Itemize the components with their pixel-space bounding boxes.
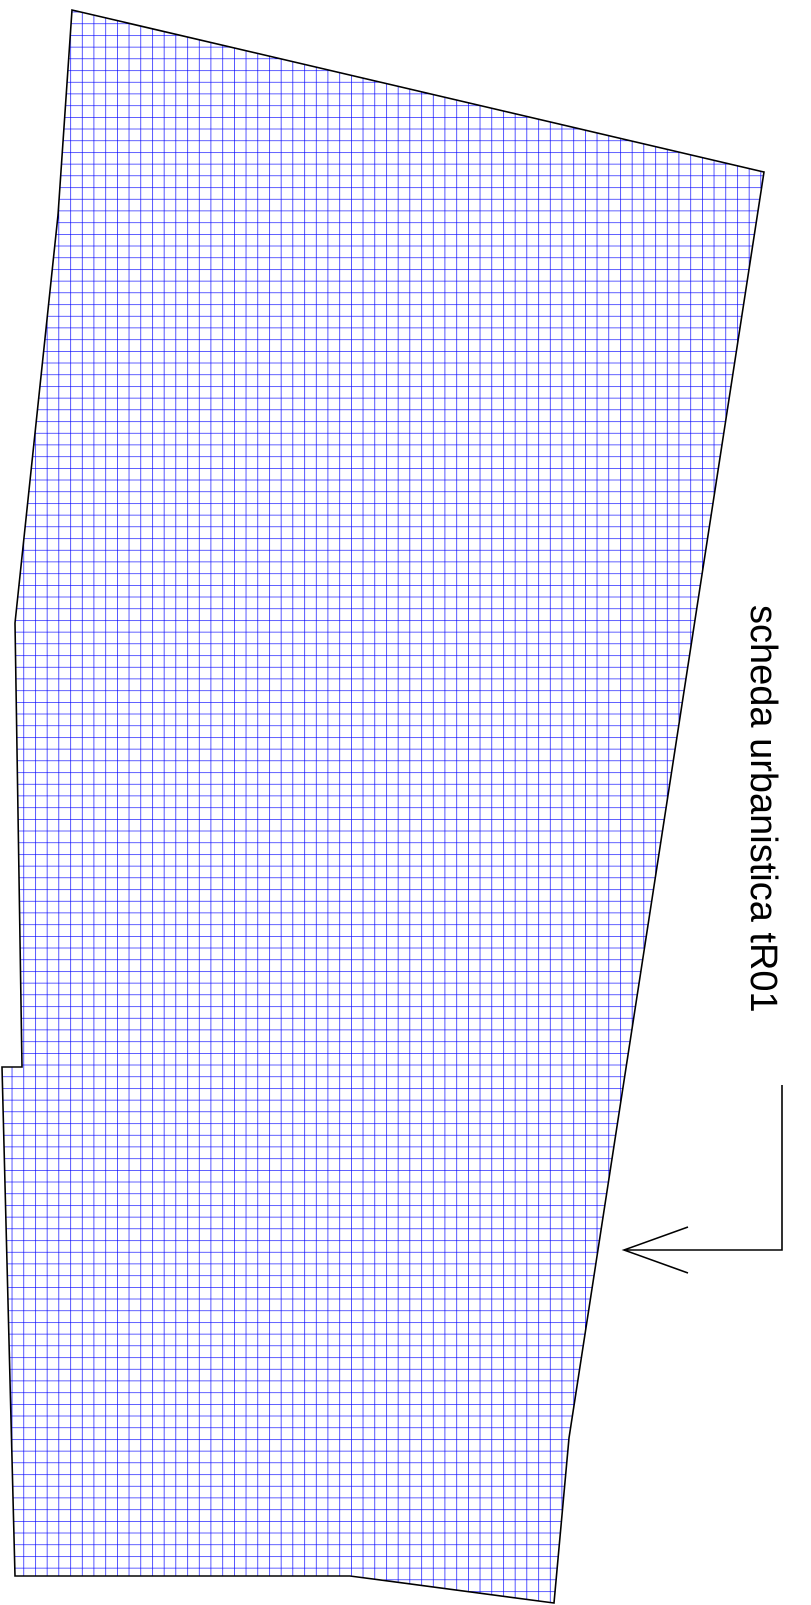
- parcel-boundary: [1, 9, 765, 1604]
- arrow-head-icon: [621, 1226, 689, 1274]
- parcel-label[interactable]: scheda urbanistica tR01: [742, 605, 784, 1013]
- parcel-hatch-area[interactable]: [2, 10, 764, 1603]
- leader-line: [624, 1085, 783, 1251]
- label-leader-arrow: [621, 1085, 783, 1274]
